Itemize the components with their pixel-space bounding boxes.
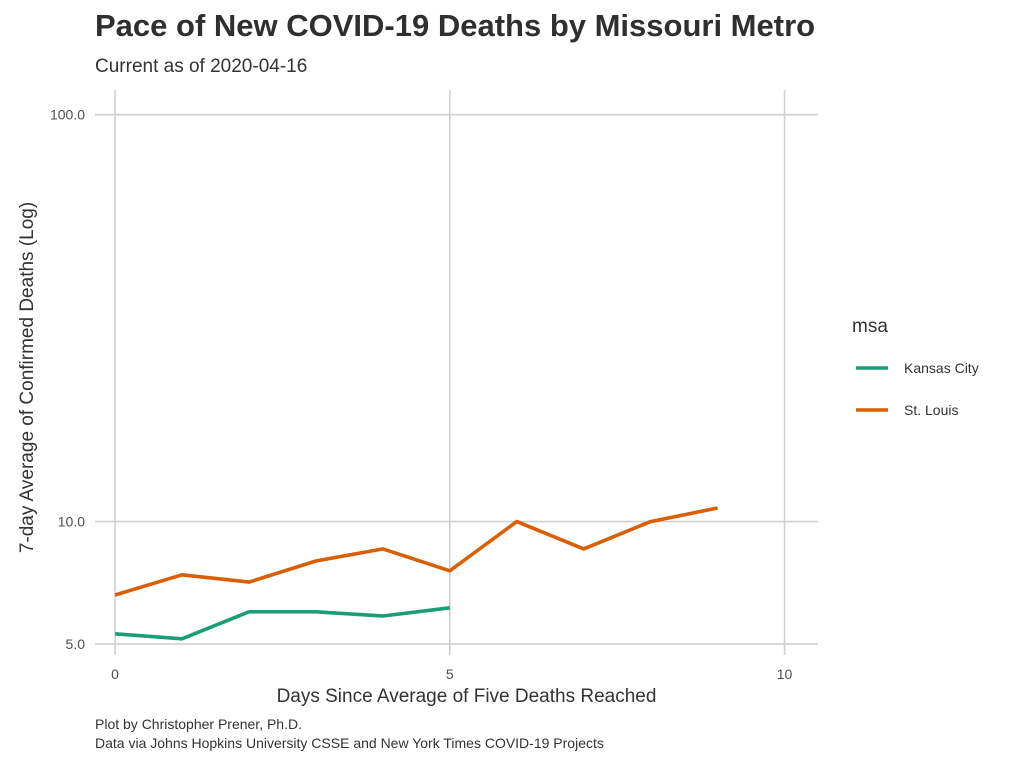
series-line <box>114 606 451 641</box>
legend-label: St. Louis <box>904 402 958 418</box>
caption-line-author: Plot by Christopher Prener, Ph.D. <box>95 716 302 732</box>
chart-subtitle: Current as of 2020-04-16 <box>95 56 308 77</box>
x-tick-label: 10 <box>777 666 793 682</box>
x-axis-title: Days Since Average of Five Deaths Reache… <box>277 686 657 707</box>
x-tick-label: 5 <box>446 666 454 682</box>
x-tick-label: 0 <box>111 666 119 682</box>
chart-title: Pace of New COVID-19 Deaths by Missouri … <box>95 8 816 43</box>
series-line <box>114 506 718 597</box>
y-tick-label: 10.0 <box>58 514 85 530</box>
caption: Plot by Christopher Prener, Ph.D. Data v… <box>95 715 604 753</box>
legend-label: Kansas City <box>904 360 979 376</box>
caption-line-source: Data via Johns Hopkins University CSSE a… <box>95 735 604 751</box>
y-tick-label: 100.0 <box>50 107 85 123</box>
y-axis-title: 7-day Average of Confirmed Deaths (Log) <box>17 202 38 553</box>
legend-title: msa <box>852 316 888 337</box>
y-tick-label: 5.0 <box>66 636 86 652</box>
